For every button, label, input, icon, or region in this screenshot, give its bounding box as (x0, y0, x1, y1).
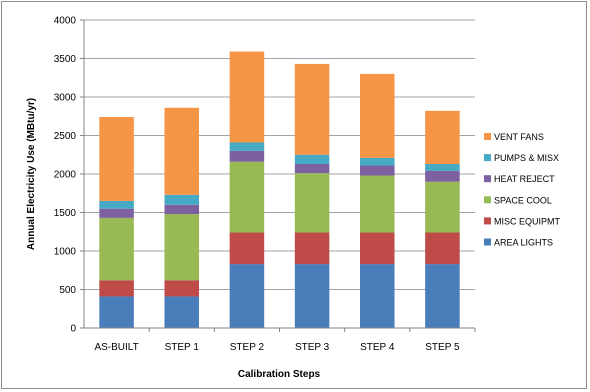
y-axis-title: Annual Electricity Use (MBtu/yr) (26, 98, 37, 250)
x-tick-label: STEP 5 (425, 342, 460, 353)
bar-segment-space-cool (229, 161, 265, 233)
y-tick-label: 1500 (54, 208, 77, 219)
bar-segment-vent-fans (359, 73, 395, 158)
bar-segment-pumps-and-misx (164, 194, 200, 205)
legend-swatch-space-cool (484, 196, 491, 204)
bar-segment-vent-fans (425, 110, 460, 164)
legend-label-vent-fans: VENT FANS (494, 132, 544, 142)
legend-label-space-cool: SPACE COOL (494, 195, 552, 205)
legend-swatch-vent-fans (484, 133, 491, 140)
bar-segment-misc-equipmt (294, 232, 330, 265)
bar-segment-heat-reject (359, 165, 395, 176)
bar-segment-heat-reject (164, 204, 200, 215)
bar-segment-area-lights (425, 264, 460, 328)
x-tick-label: STEP 2 (230, 342, 265, 353)
bar-segment-heat-reject (229, 150, 265, 162)
legend-swatch-misc-equipmt (484, 217, 491, 225)
bar-segment-area-lights (99, 296, 134, 328)
bar-segment-space-cool (359, 175, 395, 233)
y-tick-label: 4000 (54, 16, 77, 27)
bar-segment-heat-reject (294, 163, 330, 174)
legend-label-heat-reject: HEAT REJECT (494, 174, 555, 184)
bar-segment-misc-equipmt (359, 232, 395, 265)
bar-segment-pumps-and-misx (229, 142, 265, 151)
bar-segment-heat-reject (99, 208, 134, 218)
legend-swatch-area-lights (484, 238, 491, 246)
bar-segment-pumps-and-misx (99, 200, 134, 209)
bar-segment-space-cool (425, 181, 460, 233)
y-tick-label: 2000 (54, 170, 77, 181)
bars (99, 51, 460, 328)
y-tick-label: 0 (70, 324, 76, 335)
bar-segment-vent-fans (164, 107, 200, 195)
bar-segment-pumps-and-misx (359, 157, 395, 166)
bar-segment-space-cool (99, 217, 134, 281)
y-tick-label: 500 (59, 285, 76, 296)
legend-label-misc-equipmt: MISC EQUIPMT (494, 216, 561, 226)
bar-segment-misc-equipmt (425, 232, 460, 265)
legend-swatch-pumps-and-misx (484, 154, 491, 162)
legend-label-pumps-and-misx: PUMPS & MISX (494, 153, 559, 163)
bar-segment-area-lights (164, 296, 200, 328)
bar-segment-space-cool (164, 214, 200, 281)
bar-segment-area-lights (294, 264, 330, 328)
bar-segment-area-lights (359, 264, 395, 328)
bar-segment-misc-equipmt (99, 280, 134, 297)
x-axis-title: Calibration Steps (238, 369, 321, 380)
legend-label-area-lights: AREA LIGHTS (494, 238, 553, 248)
x-tick-label: STEP 4 (360, 342, 395, 353)
bar-segment-pumps-and-misx (294, 154, 330, 164)
bar-segment-misc-equipmt (229, 232, 265, 265)
bar-segment-heat-reject (425, 170, 460, 182)
bar-segment-pumps-and-misx (425, 163, 460, 171)
bar-segment-vent-fans (99, 117, 134, 201)
bar-segment-area-lights (229, 264, 265, 328)
legend: VENT FANS PUMPS & MISX HEAT REJECT SPACE CO… (484, 132, 561, 248)
x-tick-label: AS-BUILT (94, 342, 138, 353)
y-tick-label: 1000 (54, 247, 77, 258)
axes: 0 500 1000 1500 2000 2500 3000 3500 4000 AS-BUILT… (54, 16, 476, 353)
bar-segment-vent-fans (294, 63, 330, 155)
x-tick-label: STEP 3 (295, 342, 330, 353)
y-tick-label: 3000 (54, 93, 77, 104)
y-tick-label: 3500 (54, 54, 77, 65)
x-tick-label: STEP 1 (165, 342, 200, 353)
bar-segment-space-cool (294, 173, 330, 233)
y-tick-label: 2500 (54, 131, 77, 142)
bar-segment-misc-equipmt (164, 280, 200, 297)
bar-segment-vent-fans (229, 51, 265, 143)
legend-swatch-heat-reject (484, 175, 491, 183)
gridlines (84, 19, 475, 290)
